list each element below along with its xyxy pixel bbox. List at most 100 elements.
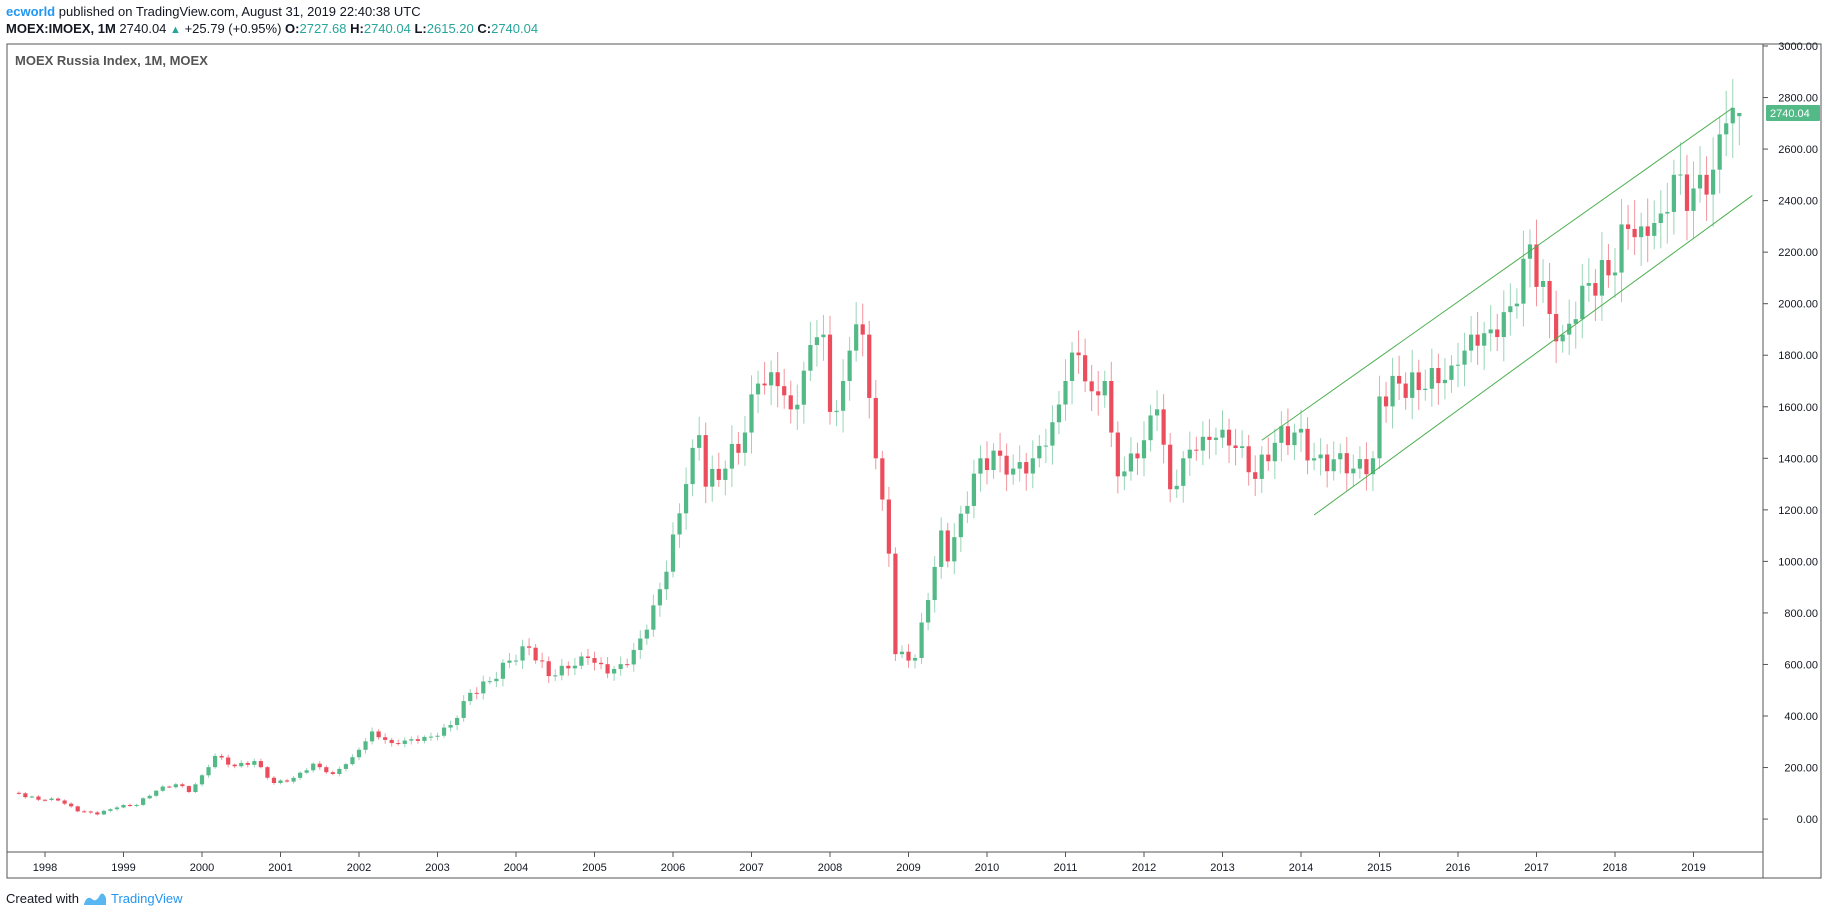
candle-body <box>546 661 551 677</box>
time-tick-label: 1998 <box>33 862 57 874</box>
candle-body <box>814 337 820 346</box>
candle-body <box>1056 404 1062 423</box>
candle-body <box>1357 459 1362 469</box>
candle-body <box>1717 134 1722 170</box>
candle-body <box>958 513 963 538</box>
price-tick-label: 1600.00 <box>1778 402 1818 414</box>
time-axis[interactable]: 1998 1999 2000 2001 2002 2003 2004 2005 2006 2007… <box>33 852 1706 874</box>
candle-body <box>1187 449 1192 459</box>
price-tick-label: 400.00 <box>1784 711 1818 723</box>
candle-body <box>1691 188 1696 211</box>
channel-layer[interactable] <box>1261 107 1753 516</box>
price-tick-label: 1200.00 <box>1778 505 1818 517</box>
candle-body <box>1625 224 1631 229</box>
candle-body <box>1351 468 1356 474</box>
candle-body <box>566 665 571 669</box>
price-tick-label: 800.00 <box>1784 608 1818 620</box>
channel-line[interactable] <box>1261 107 1734 441</box>
candle-body <box>775 372 780 387</box>
candle-body <box>1115 432 1120 477</box>
candle-body <box>821 334 826 338</box>
candle-body <box>1135 453 1140 459</box>
candle-body <box>749 394 754 433</box>
candle-body <box>167 786 172 788</box>
candle-body <box>212 755 218 768</box>
tradingview-logo-icon <box>83 893 106 905</box>
candle-body <box>952 537 957 562</box>
symbol-label: MOEX:IMOEX, 1M <box>6 21 116 36</box>
candle-body <box>317 763 322 768</box>
candle-body <box>912 658 918 661</box>
candle-body <box>88 811 93 813</box>
candle-body <box>1665 211 1670 214</box>
candle-body <box>1462 350 1467 365</box>
time-tick-label: 2018 <box>1603 862 1627 874</box>
candle-body <box>1737 112 1742 117</box>
candle-body <box>965 505 970 514</box>
candle-body <box>1390 375 1395 407</box>
candle-body <box>1285 426 1291 446</box>
candle-body <box>1102 381 1107 396</box>
candle-body <box>1403 383 1408 398</box>
change-value: +25.79 (+0.95%) <box>184 21 282 36</box>
candle-body <box>147 795 152 799</box>
candle-body <box>1083 355 1088 382</box>
candle-body <box>474 692 479 694</box>
candle-body <box>461 701 466 718</box>
candle-body <box>1220 429 1225 438</box>
time-tick-label: 2000 <box>190 862 214 874</box>
candle-body <box>670 534 676 572</box>
candle-body <box>742 432 748 453</box>
tradingview-link[interactable]: TradingView <box>110 891 183 906</box>
candle-body <box>500 662 506 679</box>
candle-body <box>697 435 702 448</box>
low-label: L: <box>414 21 427 36</box>
candle-body <box>1168 444 1173 490</box>
candle-body <box>369 731 375 742</box>
channel-line[interactable] <box>1313 195 1753 516</box>
close-value: 2740.04 <box>491 21 539 36</box>
candle-body <box>854 324 859 351</box>
candle-body <box>1037 445 1042 459</box>
candle-body <box>226 757 231 765</box>
candle-body <box>422 736 427 741</box>
candle-body <box>114 807 120 810</box>
candle-body <box>664 571 669 590</box>
candle-body <box>932 566 937 601</box>
candle-body <box>513 660 519 662</box>
time-tick-label: 2009 <box>896 862 920 874</box>
candle-body <box>873 397 878 459</box>
candle-body <box>716 468 721 480</box>
candle-body <box>880 458 885 500</box>
candle-body <box>840 381 846 411</box>
candle-body <box>304 770 309 773</box>
candle-body <box>1246 446 1251 473</box>
candle-body <box>729 443 734 469</box>
candle-body <box>1141 440 1147 459</box>
candle-body <box>1540 281 1546 287</box>
price-tick-label: 2000.00 <box>1778 299 1818 311</box>
time-tick-label: 2008 <box>818 862 842 874</box>
author-link[interactable]: ecworld <box>6 4 56 19</box>
candle-body <box>808 345 813 371</box>
chart-legend-title: MOEX Russia Index, 1M, MOEX <box>15 53 208 68</box>
time-tick-label: 2005 <box>582 862 606 874</box>
candle-body <box>592 658 597 663</box>
candle-body <box>572 665 577 669</box>
price-axis[interactable]: 3000.00 2800.00 2600.00 2400.00 2200.00 2000.… <box>1763 41 1818 826</box>
time-tick-label: 2019 <box>1681 862 1705 874</box>
candle-body <box>1311 458 1317 461</box>
candle-body <box>1573 319 1578 324</box>
candle-body <box>1181 458 1186 486</box>
candle-body <box>1298 428 1304 433</box>
candle-body <box>383 737 388 740</box>
candle-body <box>507 660 512 663</box>
price-tick-label: 1400.00 <box>1778 453 1818 465</box>
candle-body <box>1331 459 1336 472</box>
candle-body <box>16 792 21 794</box>
price-tick-label: 600.00 <box>1784 659 1818 671</box>
candle-body <box>389 739 394 744</box>
candle-body <box>29 796 35 798</box>
close-label: C: <box>477 21 492 36</box>
